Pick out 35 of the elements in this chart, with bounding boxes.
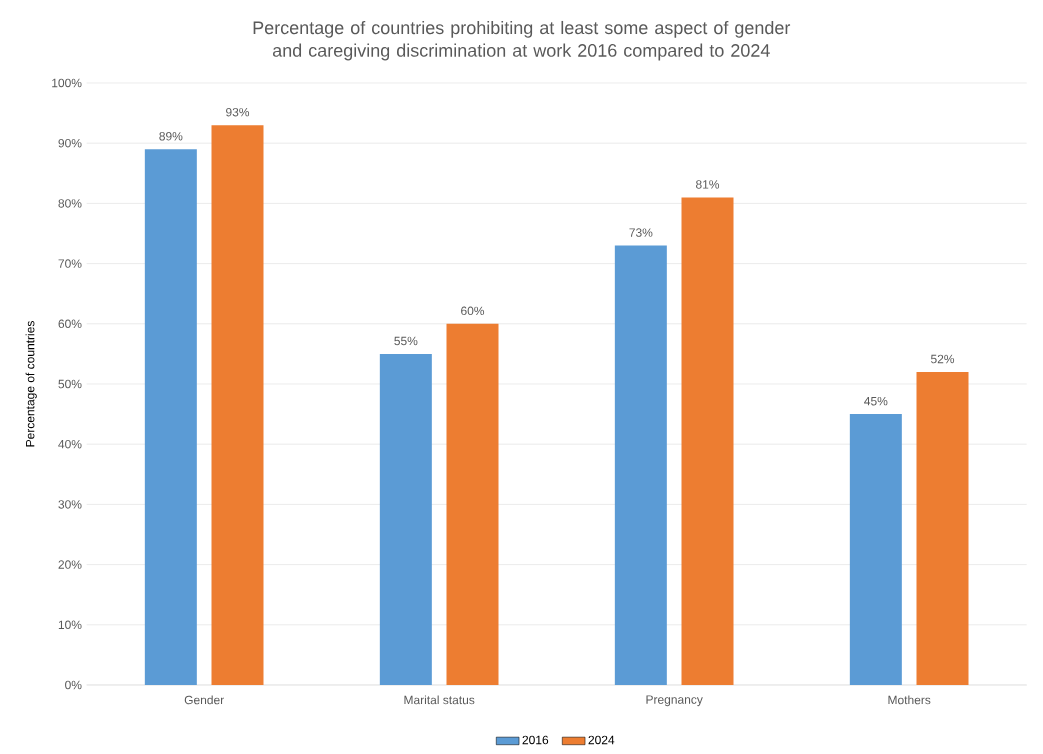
legend-label: 2024 xyxy=(588,735,615,745)
y-tick-label: 60% xyxy=(58,319,82,329)
y-tick-label: 50% xyxy=(58,379,82,389)
y-tick-label: 70% xyxy=(58,259,82,268)
data-label: 73% xyxy=(629,228,653,237)
y-tick-label: 90% xyxy=(58,138,82,148)
data-label: 60% xyxy=(461,306,485,316)
legend-label: 2016 xyxy=(522,735,549,745)
data-label: 45% xyxy=(864,396,888,406)
x-tick-label: Pregnancy xyxy=(646,695,703,707)
y-tick-label: 80% xyxy=(58,199,82,208)
bar xyxy=(211,125,264,685)
bar xyxy=(614,245,667,685)
chart-title: Percentage of countries prohibiting at least some aspect of gender and caregiving discrimination at work 2016 compared to 2024 xyxy=(253,20,791,61)
bar xyxy=(681,197,734,685)
y-tick-label: 20% xyxy=(58,560,82,569)
bar xyxy=(379,353,432,685)
data-label: 89% xyxy=(159,132,183,141)
y-tick-label: 40% xyxy=(58,439,82,449)
data-label: 55% xyxy=(394,336,418,346)
y-tick-label: 0% xyxy=(65,680,82,690)
data-label: 52% xyxy=(930,354,955,364)
bar xyxy=(849,414,902,685)
bar xyxy=(144,149,197,685)
x-tick-label: Gender xyxy=(184,695,224,705)
x-tick-label: Mothers xyxy=(888,695,931,705)
y-tick-label: 30% xyxy=(58,500,82,509)
y-tick-label: 100% xyxy=(52,78,82,88)
data-label: 93% xyxy=(226,107,250,117)
data-label: 81% xyxy=(696,180,720,189)
x-tick-label: Marital status xyxy=(404,695,475,705)
y-axis-title: Percentage of countries xyxy=(25,321,37,447)
bar xyxy=(446,323,499,685)
bar xyxy=(916,371,969,685)
y-tick-label: 10% xyxy=(58,620,82,630)
